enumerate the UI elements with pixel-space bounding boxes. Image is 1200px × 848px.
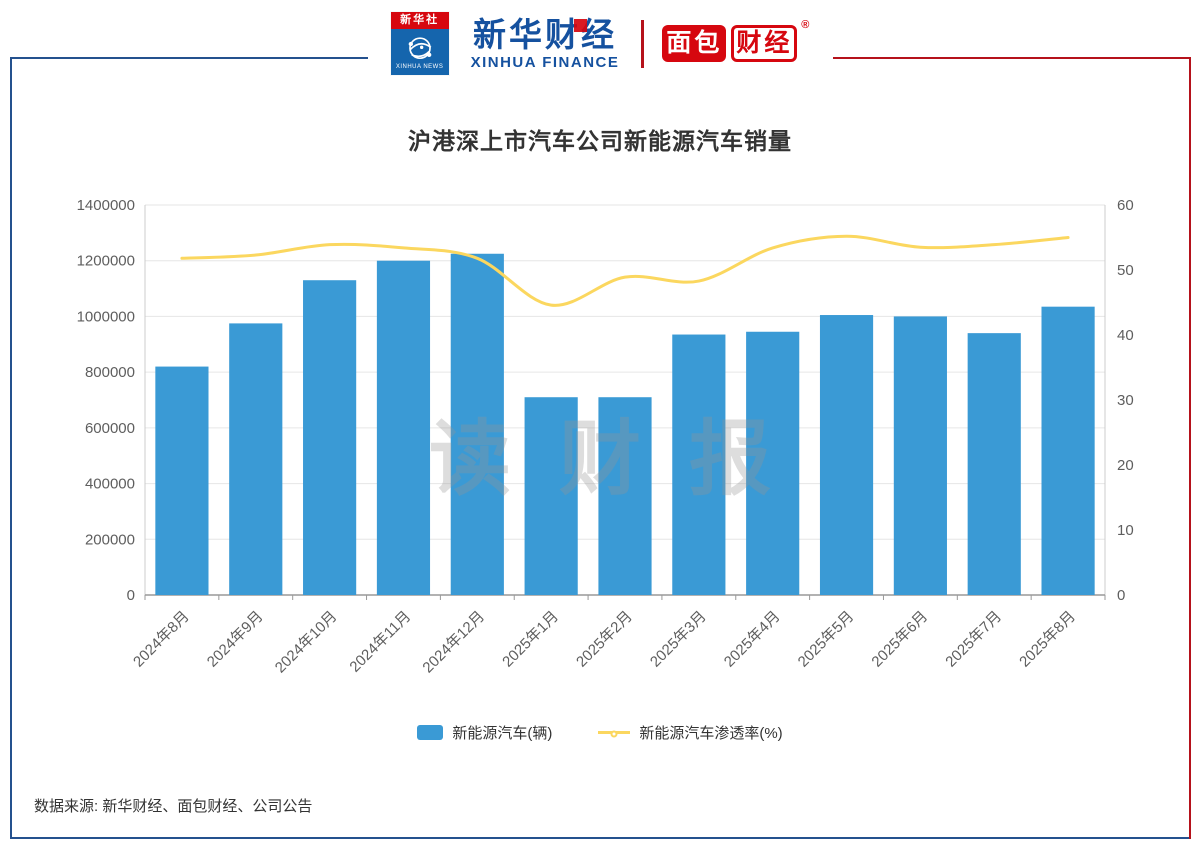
left-axis-label: 0 bbox=[127, 587, 135, 604]
left-axis-label: 1200000 bbox=[77, 253, 135, 270]
xinhua-news-logo-en: XINHUA NEWS bbox=[395, 64, 444, 70]
red-seal-icon bbox=[574, 19, 588, 33]
bar-2024年11月[interactable] bbox=[376, 260, 431, 595]
bar-2025年6月[interactable] bbox=[893, 316, 947, 595]
x-axis-label: 2025年7月 bbox=[942, 608, 1005, 671]
header: 新华社 XINHUA NEWS 新华财经 XINHUA FINANCE 面包 财… bbox=[0, 12, 1200, 75]
legend-item-bar-series[interactable]: 新能源汽车(辆) bbox=[417, 722, 552, 743]
bar-2024年8月[interactable] bbox=[155, 366, 209, 595]
right-axis-label: 60 bbox=[1117, 197, 1134, 214]
chart-area: 0 200000 400000 600000 800000 1000000 1200000 1… bbox=[0, 175, 1200, 695]
xinhua-news-logo-cn: 新华社 bbox=[390, 12, 449, 29]
right-axis-label: 50 bbox=[1117, 262, 1134, 279]
frame-left-border bbox=[10, 57, 12, 839]
left-axis-label: 600000 bbox=[85, 420, 135, 437]
bar-2024年10月[interactable] bbox=[303, 280, 357, 595]
bar-series-swatch bbox=[417, 725, 444, 740]
header-divider bbox=[641, 19, 645, 68]
penetration-rate-line[interactable] bbox=[180, 234, 1070, 307]
left-axis-label: 1400000 bbox=[77, 197, 135, 214]
xinhua-finance-logo-cn: 新华财经 bbox=[472, 15, 617, 55]
legend-item-line-series[interactable]: 新能源汽车渗透率(%) bbox=[598, 722, 783, 743]
x-axis-label: 2025年8月 bbox=[1016, 608, 1079, 671]
x-axis-label: 2025年1月 bbox=[499, 608, 562, 671]
left-axis-label: 400000 bbox=[85, 476, 135, 493]
x-axis-label: 2024年8月 bbox=[130, 608, 193, 671]
bar-series-label: 新能源汽车(辆) bbox=[452, 725, 553, 742]
xinhua-finance-logo-en: XINHUA FINANCE bbox=[470, 53, 620, 71]
bar-2025年8月[interactable] bbox=[1041, 306, 1095, 595]
right-axis-label: 20 bbox=[1117, 457, 1134, 474]
chart-title: 沪港深上市汽车公司新能源汽车销量 bbox=[408, 128, 792, 154]
x-axis-label: 2025年5月 bbox=[795, 608, 858, 671]
x-axis-label: 2025年2月 bbox=[573, 608, 636, 671]
network-globe-icon bbox=[408, 37, 431, 60]
line-series-marker-icon bbox=[610, 730, 618, 738]
left-axis-label: 1000000 bbox=[77, 308, 135, 325]
bar-2024年12月[interactable] bbox=[450, 253, 504, 595]
frame-right-border bbox=[1189, 57, 1191, 839]
right-axis-label: 10 bbox=[1117, 522, 1134, 539]
x-axis-label: 2024年11月 bbox=[346, 608, 414, 676]
x-axis-label: 2025年6月 bbox=[868, 608, 931, 671]
left-axis-label: 800000 bbox=[85, 364, 135, 381]
bar-2025年3月[interactable] bbox=[672, 334, 726, 595]
xinhua-news-logo: 新华社 XINHUA NEWS bbox=[390, 12, 449, 75]
xinhua-finance-logo: 新华财经 XINHUA FINANCE bbox=[467, 16, 624, 71]
x-axis-label: 2025年4月 bbox=[721, 608, 784, 671]
x-axis-label: 2024年12月 bbox=[420, 608, 489, 677]
frame-bottom-border bbox=[10, 837, 1191, 839]
data-source: 数据来源: 新华财经、面包财经、公司公告 bbox=[34, 798, 313, 815]
line-series-label: 新能源汽车渗透率(%) bbox=[639, 725, 783, 742]
mianbao-logo-part2: 财经 bbox=[731, 25, 798, 62]
chart-svg: 0 200000 400000 600000 800000 1000000 1200000 1… bbox=[77, 197, 1134, 677]
bar-2024年9月[interactable] bbox=[229, 323, 283, 595]
x-axis-label: 2024年9月 bbox=[204, 608, 267, 671]
registered-trademark-icon: ® bbox=[801, 19, 810, 31]
x-axis-label: 2024年10月 bbox=[272, 608, 341, 677]
legend: 新能源汽车(辆) 新能源汽车渗透率(%) bbox=[0, 722, 1200, 743]
xinhua-news-globe-icon: XINHUA NEWS bbox=[390, 29, 449, 75]
line-series-swatch bbox=[598, 730, 631, 738]
right-axis-label: 0 bbox=[1117, 587, 1125, 604]
bar-2025年1月[interactable] bbox=[524, 397, 578, 595]
bar-2025年2月[interactable] bbox=[598, 397, 652, 595]
x-axis-label: 2025年3月 bbox=[647, 608, 710, 671]
mianbao-finance-logo: 面包 财经 ® bbox=[662, 19, 809, 62]
frame-top-right-border bbox=[833, 57, 1191, 59]
bar-2025年7月[interactable] bbox=[967, 333, 1021, 595]
bar-2025年5月[interactable] bbox=[819, 315, 874, 595]
bar-2025年4月[interactable] bbox=[746, 331, 800, 595]
right-axis-label: 30 bbox=[1117, 392, 1134, 409]
frame-top-left-border bbox=[10, 57, 368, 59]
left-axis-label: 200000 bbox=[85, 531, 135, 548]
right-axis-label: 40 bbox=[1117, 327, 1134, 344]
mianbao-logo-part1: 面包 bbox=[662, 25, 727, 62]
